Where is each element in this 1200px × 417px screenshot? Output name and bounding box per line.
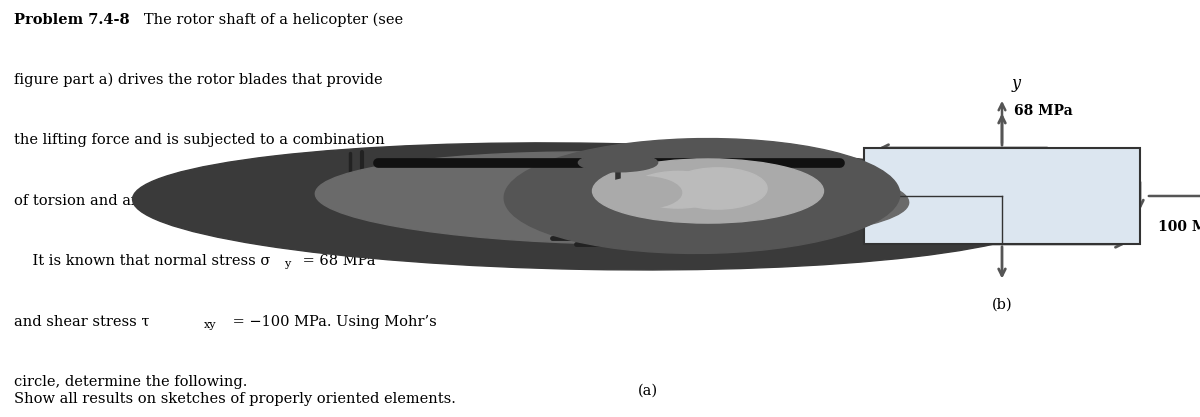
Ellipse shape bbox=[504, 138, 900, 254]
Text: = −100 MPa. Using Mohr’s: = −100 MPa. Using Mohr’s bbox=[228, 315, 437, 329]
Ellipse shape bbox=[602, 177, 682, 208]
Text: y: y bbox=[1012, 75, 1020, 92]
Ellipse shape bbox=[668, 168, 767, 209]
Text: (a): (a) bbox=[638, 384, 658, 398]
Ellipse shape bbox=[593, 159, 823, 223]
Polygon shape bbox=[348, 158, 378, 177]
Text: (b): (b) bbox=[991, 298, 1013, 312]
Text: y: y bbox=[284, 259, 290, 269]
Text: and shear stress τ: and shear stress τ bbox=[14, 315, 150, 329]
Text: of torsion and axial loading (see figure part b).: of torsion and axial loading (see figure… bbox=[14, 194, 361, 208]
Ellipse shape bbox=[132, 143, 1056, 270]
Ellipse shape bbox=[578, 153, 658, 172]
Ellipse shape bbox=[631, 171, 725, 208]
Text: figure part a) drives the rotor blades that provide: figure part a) drives the rotor blades t… bbox=[14, 73, 383, 88]
Text: xy: xy bbox=[204, 320, 216, 330]
Text: the lifting force and is subjected to a combination: the lifting force and is subjected to a … bbox=[14, 133, 385, 148]
Ellipse shape bbox=[316, 152, 908, 244]
Text: Show all results on sketches of properly oriented elements.: Show all results on sketches of properly… bbox=[14, 392, 456, 406]
Text: It is known that normal stress σ: It is known that normal stress σ bbox=[14, 254, 271, 269]
Bar bbox=[864, 148, 1140, 244]
Text: 100 MPa: 100 MPa bbox=[1158, 220, 1200, 234]
Text: = 68 MPa: = 68 MPa bbox=[298, 254, 376, 269]
Text: circle, determine the following.: circle, determine the following. bbox=[14, 375, 247, 389]
Text: 68 MPa: 68 MPa bbox=[1014, 103, 1073, 118]
Text: The rotor shaft of a helicopter (see: The rotor shaft of a helicopter (see bbox=[130, 13, 403, 27]
Text: Problem 7.4-8: Problem 7.4-8 bbox=[14, 13, 130, 27]
Polygon shape bbox=[348, 175, 534, 208]
Text: O: O bbox=[974, 177, 986, 191]
